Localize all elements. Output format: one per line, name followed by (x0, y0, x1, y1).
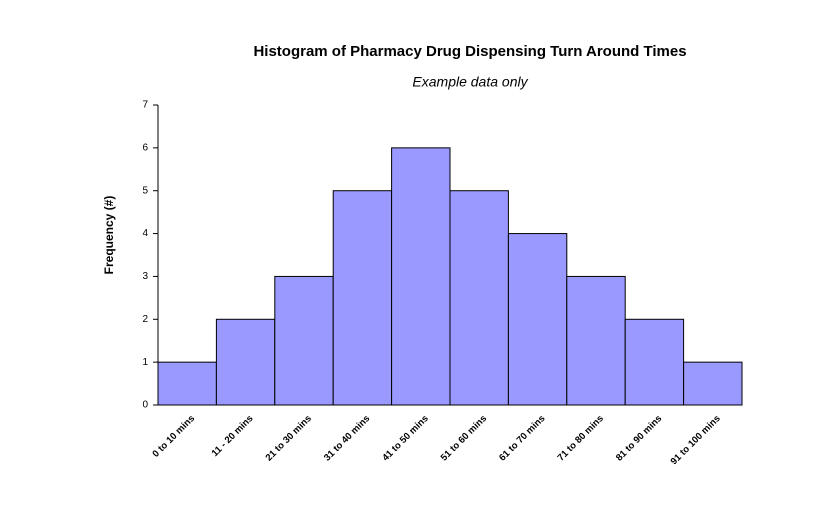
bar (157, 361, 217, 406)
y-tick-label: 6 (142, 142, 148, 153)
y-tick-label: 4 (142, 228, 148, 239)
y-tick-label: 7 (142, 100, 148, 111)
x-tick-label: 91 to 100 mins (669, 413, 723, 467)
x-tick-label: 0 to 10 mins (150, 413, 197, 460)
x-tick-label: 41 to 50 mins (380, 413, 430, 463)
x-tick-label: 51 to 60 mins (439, 413, 489, 463)
chart-title: Histogram of Pharmacy Drug Dispensing Tu… (253, 43, 686, 60)
y-tick-label: 5 (142, 185, 148, 196)
bar (683, 361, 743, 406)
y-tick-label: 2 (142, 314, 148, 325)
x-tick-label: 21 to 30 mins (264, 413, 314, 463)
bar (507, 233, 568, 406)
y-tick-label: 1 (142, 357, 148, 368)
y-axis-label: Frequency (#) (102, 196, 116, 275)
bar (624, 318, 685, 406)
bar (332, 190, 393, 406)
bar (566, 275, 626, 406)
bar (449, 190, 509, 406)
y-tick-label: 0 (142, 400, 148, 411)
bar (391, 147, 451, 406)
x-tick-label: 71 to 80 mins (556, 413, 606, 463)
x-tick-label: 61 to 70 mins (497, 413, 547, 463)
y-tick-label: 3 (142, 271, 148, 282)
x-tick-label: 81 to 90 mins (614, 413, 664, 463)
chart-subtitle: Example data only (412, 74, 528, 90)
x-tick-label: 11 - 20 mins (210, 413, 256, 459)
bar (274, 275, 334, 406)
bar (215, 318, 276, 406)
x-tick-label: 31 to 40 mins (322, 413, 372, 463)
